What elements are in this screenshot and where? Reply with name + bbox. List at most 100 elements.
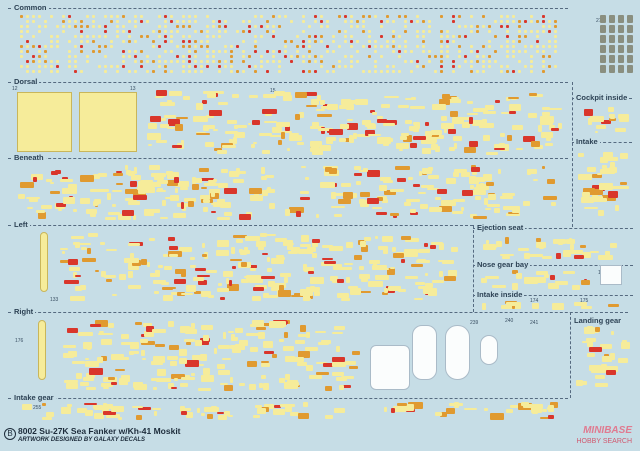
decal	[374, 65, 377, 68]
decal	[128, 35, 131, 38]
decal	[530, 404, 543, 410]
decal	[104, 65, 107, 68]
decal	[284, 209, 291, 216]
decal	[68, 55, 71, 58]
decal	[536, 50, 539, 53]
decal	[129, 252, 134, 260]
decal	[345, 277, 350, 283]
decal	[134, 25, 137, 28]
decal	[393, 252, 404, 259]
decal	[65, 383, 78, 389]
decal	[27, 207, 34, 210]
decal	[551, 201, 557, 207]
decal	[302, 70, 305, 73]
decal	[424, 283, 433, 289]
decal	[453, 171, 460, 177]
decal	[392, 70, 395, 73]
decal	[470, 184, 475, 190]
decal	[264, 351, 275, 354]
decal	[601, 345, 610, 350]
decal	[181, 407, 191, 412]
decal	[324, 260, 336, 265]
decal	[410, 264, 423, 267]
decal	[548, 45, 551, 48]
decal	[382, 292, 389, 296]
decal	[431, 104, 446, 110]
decal	[562, 270, 576, 274]
decal	[268, 281, 276, 287]
decal	[509, 104, 522, 112]
decal	[152, 280, 166, 284]
decal	[516, 272, 522, 279]
decal	[404, 20, 407, 23]
decal	[101, 270, 106, 278]
decal	[604, 250, 611, 257]
decal	[441, 123, 454, 129]
decal	[448, 129, 456, 135]
decal	[392, 20, 395, 23]
decal	[170, 35, 173, 38]
decal	[441, 116, 448, 121]
decal	[228, 415, 233, 418]
decal	[60, 179, 74, 183]
decal	[86, 55, 89, 58]
decal	[337, 267, 352, 271]
decal	[54, 170, 62, 175]
decal	[380, 55, 383, 58]
decal	[427, 188, 439, 191]
decal	[355, 181, 361, 185]
decal	[260, 15, 263, 18]
decal	[541, 166, 545, 169]
decal	[359, 199, 366, 205]
decal	[136, 415, 143, 420]
decal	[440, 45, 443, 48]
decal	[290, 60, 293, 63]
decal	[26, 40, 29, 43]
decal	[216, 198, 226, 206]
decal	[422, 35, 425, 38]
decal	[486, 245, 497, 249]
decal	[116, 30, 119, 33]
decal	[151, 377, 161, 381]
left-probe-decal	[40, 232, 48, 292]
decal	[216, 216, 231, 220]
decal	[89, 368, 103, 375]
decal	[529, 92, 538, 97]
decal	[148, 143, 153, 147]
decal	[167, 237, 176, 241]
decal	[278, 50, 281, 53]
decal	[353, 172, 362, 176]
decal	[41, 205, 52, 209]
decal	[458, 50, 461, 53]
decal	[332, 50, 335, 53]
decal	[74, 25, 77, 28]
decal	[527, 112, 537, 118]
decal	[288, 132, 300, 136]
decal	[127, 285, 142, 290]
decal	[50, 181, 55, 184]
decal	[110, 20, 113, 23]
decal	[314, 60, 317, 63]
decal	[278, 65, 281, 68]
decal	[164, 50, 167, 53]
decal	[127, 242, 141, 247]
decal	[38, 15, 41, 18]
decal	[293, 247, 301, 250]
decal	[261, 275, 276, 279]
decal	[182, 25, 185, 28]
decal	[260, 232, 267, 237]
decal	[488, 40, 491, 43]
decal	[182, 55, 185, 58]
decal	[349, 365, 359, 369]
decal	[148, 123, 157, 130]
decal	[296, 50, 299, 53]
decal	[190, 265, 197, 269]
decal	[262, 383, 270, 391]
decal	[146, 55, 149, 58]
decal	[260, 167, 266, 174]
decal	[278, 60, 281, 63]
decal	[384, 288, 388, 293]
decal	[617, 358, 629, 363]
decal	[338, 15, 341, 18]
decal	[335, 376, 347, 382]
